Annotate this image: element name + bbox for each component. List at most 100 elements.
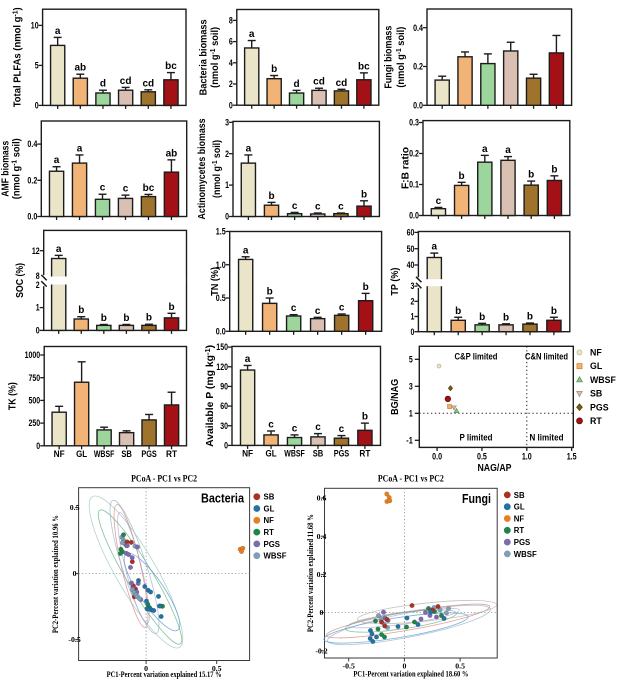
svg-text:0: 0 (73, 569, 77, 578)
svg-text:0.4: 0.4 (413, 23, 423, 33)
svg-text:500: 500 (29, 396, 41, 406)
svg-text:0.2: 0.2 (27, 175, 37, 185)
svg-text:GL: GL (266, 448, 277, 458)
svg-text:0.5: 0.5 (212, 664, 222, 673)
svg-text:AMF biomass: AMF biomass (0, 140, 11, 196)
svg-text:a: a (482, 144, 488, 155)
svg-text:12: 12 (32, 246, 40, 256)
svg-text:GL: GL (264, 504, 275, 513)
svg-text:PC1-Percent variation explaine: PC1-Percent variation explained 18.60 % (353, 670, 468, 679)
svg-text:0.5: 0.5 (477, 451, 487, 461)
svg-text:-0.5: -0.5 (68, 635, 80, 644)
svg-text:1.5: 1.5 (216, 227, 226, 237)
svg-text:0.0: 0.0 (409, 211, 419, 221)
svg-text:0.6: 0.6 (317, 494, 327, 503)
svg-text:SB: SB (514, 491, 525, 500)
svg-text:BG/NAG: BG/NAG (390, 379, 401, 415)
svg-text:0: 0 (411, 327, 415, 337)
svg-text:3: 3 (409, 381, 413, 391)
svg-text:1: 1 (225, 180, 229, 190)
svg-text:SB: SB (590, 389, 602, 399)
svg-text:C&P limited: C&P limited (455, 352, 498, 362)
svg-text:WBSF: WBSF (514, 550, 537, 559)
svg-text:0.5: 0.5 (216, 293, 226, 303)
svg-text:1.5: 1.5 (567, 451, 577, 461)
svg-text:4: 4 (229, 58, 233, 68)
svg-text:1: 1 (411, 312, 415, 322)
svg-text:0: 0 (402, 662, 406, 671)
svg-text:WBSF: WBSF (590, 375, 617, 385)
svg-text:60: 60 (407, 228, 415, 238)
svg-text:Bacteria biomass: Bacteria biomass (198, 19, 209, 95)
svg-text:6: 6 (229, 37, 233, 47)
svg-text:b: b (551, 306, 557, 317)
svg-text:0.4: 0.4 (317, 532, 327, 541)
svg-text:(nmol g-1 soil): (nmol g-1 soil) (208, 27, 221, 88)
svg-text:c: c (338, 202, 344, 213)
svg-text:b: b (503, 312, 509, 323)
svg-text:c: c (268, 419, 274, 430)
svg-text:cd: cd (336, 78, 348, 89)
svg-text:N limited: N limited (530, 433, 564, 443)
svg-text:PC2-Percent variation explaine: PC2-Percent variation explained 10.96 % (51, 515, 60, 633)
svg-text:RT: RT (166, 449, 177, 459)
svg-text:0: 0 (320, 608, 324, 617)
svg-text:Total PLFAs (nmol g-1): Total PLFAs (nmol g-1) (11, 7, 24, 107)
svg-text:0: 0 (229, 100, 233, 110)
svg-text:bc: bc (358, 61, 370, 72)
svg-text:b: b (101, 313, 107, 324)
svg-text:cd: cd (313, 77, 325, 88)
svg-text:5: 5 (35, 61, 39, 71)
svg-text:c: c (436, 196, 442, 207)
svg-text:a: a (56, 244, 62, 255)
svg-text:a: a (243, 245, 249, 256)
svg-text:RT: RT (264, 528, 275, 537)
svg-text:cd: cd (120, 76, 132, 87)
svg-text:a: a (246, 143, 252, 154)
svg-text:c: c (339, 424, 345, 435)
svg-text:b: b (527, 312, 533, 323)
svg-text:90: 90 (220, 382, 228, 392)
svg-text:b: b (146, 313, 152, 324)
svg-text:8: 8 (229, 16, 233, 26)
svg-text:0.0: 0.0 (413, 100, 423, 110)
svg-text:0: 0 (36, 441, 40, 451)
svg-text:10: 10 (31, 21, 39, 31)
svg-text:a: a (55, 26, 61, 37)
svg-text:0.0: 0.0 (432, 451, 442, 461)
svg-text:b: b (267, 287, 273, 298)
svg-text:0.0: 0.0 (216, 326, 226, 336)
svg-text:(nmol g-1 soil): (nmol g-1 soil) (394, 27, 407, 88)
svg-text:-1: -1 (406, 435, 413, 445)
svg-text:GL: GL (514, 503, 525, 512)
svg-text:d: d (294, 79, 300, 90)
svg-text:Actinomycetes biomass: Actinomycetes biomass (197, 118, 208, 219)
svg-text:Fungi biomass: Fungi biomass (384, 25, 395, 88)
svg-text:PGS: PGS (141, 449, 157, 459)
svg-text:50: 50 (407, 244, 415, 254)
svg-text:0.2: 0.2 (413, 62, 423, 72)
svg-text:60: 60 (220, 401, 228, 411)
svg-text:b: b (551, 164, 557, 175)
svg-text:P limited: P limited (460, 433, 493, 443)
svg-text:b: b (362, 412, 368, 423)
svg-text:1000: 1000 (25, 350, 41, 360)
svg-text:0.3: 0.3 (409, 118, 419, 128)
svg-text:PC2-Percent variation explaine: PC2-Percent variation explained 11.68 % (306, 514, 315, 632)
svg-text:30: 30 (220, 421, 228, 431)
svg-text:0: 0 (225, 212, 229, 222)
svg-text:0.4: 0.4 (27, 139, 37, 149)
svg-text:250: 250 (29, 418, 41, 428)
svg-text:3: 3 (225, 117, 229, 127)
svg-text:PC1-Percent variation explaine: PC1-Percent variation explained 15.17 % (107, 670, 222, 679)
svg-text:2: 2 (229, 79, 233, 89)
svg-text:ab: ab (74, 63, 86, 74)
svg-text:c: c (291, 303, 297, 314)
svg-text:bc: bc (165, 61, 177, 72)
svg-text:c: c (292, 201, 298, 212)
svg-text:ab: ab (166, 148, 178, 159)
svg-text:a: a (54, 155, 60, 166)
svg-text:-0.2: -0.2 (315, 646, 327, 655)
svg-text:d: d (100, 79, 106, 90)
svg-text:150: 150 (216, 342, 228, 352)
